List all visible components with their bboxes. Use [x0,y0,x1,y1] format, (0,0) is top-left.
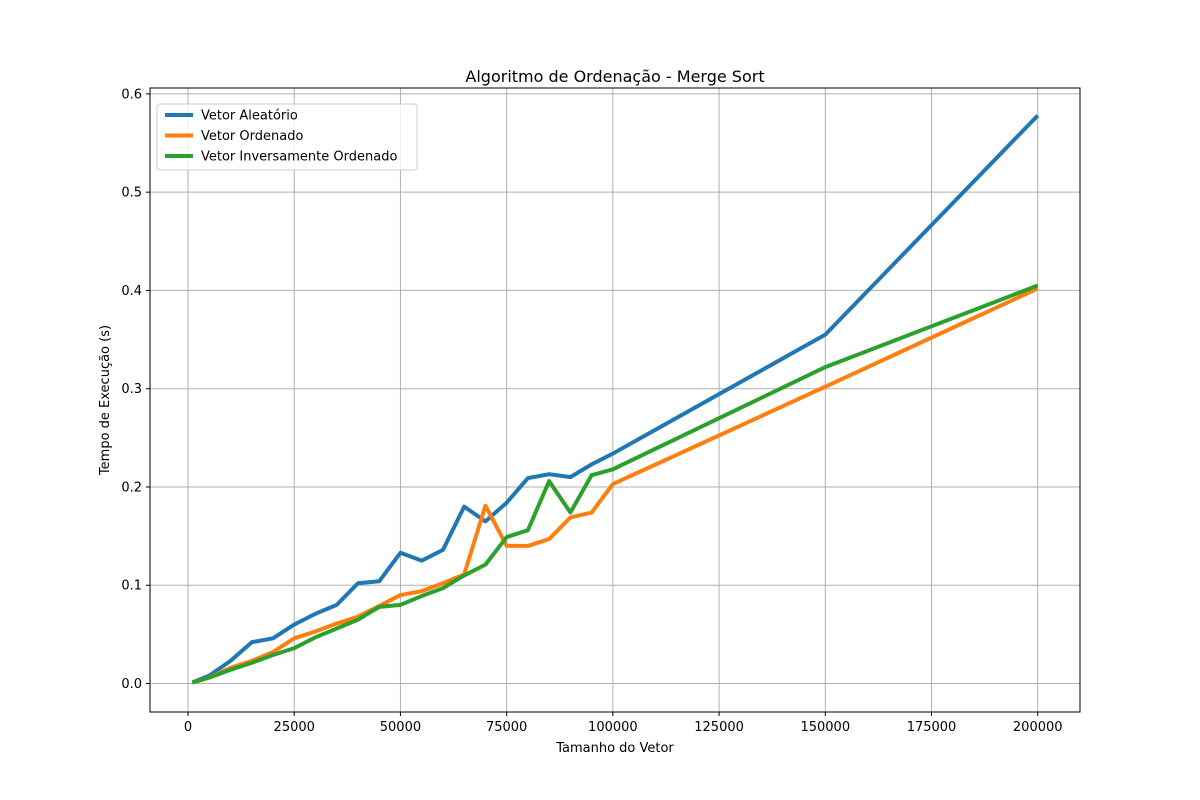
plot-frame [149,87,1081,713]
x-tick-label: 150000 [800,720,850,735]
y-axis-label: Tempo de Execução (s) [98,325,113,476]
legend-box [156,103,418,171]
x-tick-label: 75000 [486,720,527,735]
chart-title: Algoritmo de Ordenação - Merge Sort [465,67,764,86]
legend-label: Vetor Inversamente Ordenado [201,150,397,165]
series-line-0 [191,114,1040,685]
grid-lines [150,88,1080,712]
legend-label: Vetor Ordenado [201,129,303,144]
x-tick-label: 0 [184,720,192,735]
y-tick-label: 0.1 [121,579,142,594]
series-line-1 [191,286,1039,685]
y-tick-label: 0.5 [121,186,142,201]
x-tick-label: 50000 [380,720,421,735]
series-line-2 [191,283,1039,685]
y-tick-label: 0.6 [121,87,142,102]
legend: Vetor Aleatório Vetor Ordenado Vetor Inver… [156,103,418,171]
x-tick-label: 200000 [1013,720,1063,735]
x-tick-label: 100000 [588,720,638,735]
y-tick-label: 0.3 [121,382,142,397]
axis-ticks: 0 25000 50000 75000 100000 125000 150000 175000… [121,87,1062,735]
series-lines [191,114,1040,685]
x-tick-label: 25000 [274,720,315,735]
x-axis-label: Tamanho do Vetor [555,741,674,756]
y-tick-label: 0.2 [121,480,142,495]
y-tick-label: 0.0 [121,677,142,692]
legend-label: Vetor Aleatório [201,109,298,124]
x-tick-label: 125000 [694,720,744,735]
y-tick-label: 0.4 [121,284,142,299]
x-tick-label: 175000 [907,720,957,735]
